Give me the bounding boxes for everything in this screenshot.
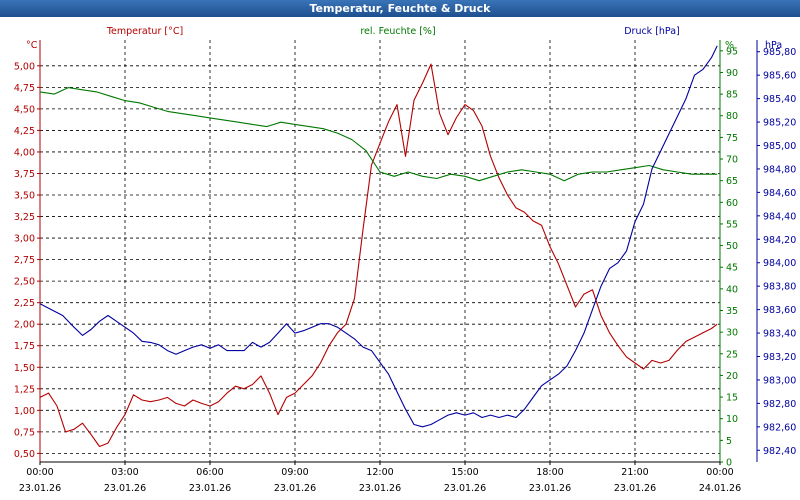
humidity-tick-label: 95 xyxy=(726,46,738,57)
humidity-tick-label: 75 xyxy=(726,133,738,144)
temperature-tick-label: 4,25 xyxy=(14,126,35,137)
temperature-tick-label: 3,50 xyxy=(14,191,35,202)
humidity-tick-label: 0 xyxy=(726,458,732,469)
temperature-series-line xyxy=(39,63,718,448)
date-tick-label: 23.01.26 xyxy=(444,483,486,494)
humidity-tick-label: 55 xyxy=(726,219,738,230)
grid-lines xyxy=(40,40,720,462)
humidity-tick-label: 10 xyxy=(726,414,738,425)
time-tick-label: 00:00 xyxy=(706,467,733,478)
legend-temperature: Temperatur [°C] xyxy=(106,26,183,37)
date-tick-label: 24.01.26 xyxy=(699,483,741,494)
date-tick-label: 23.01.26 xyxy=(104,483,146,494)
temperature-axis-ticks: 0,50 0,75 1,00 1,25 1,50 1,75 2,00 2,25 2,50 2,75… xyxy=(14,61,40,460)
humidity-tick-label: 30 xyxy=(726,328,738,339)
pressure-series-line xyxy=(39,45,718,428)
pressure-unit-label: hPa xyxy=(765,40,782,51)
temperature-tick-label: 2,75 xyxy=(14,255,35,266)
humidity-tick-label: 40 xyxy=(726,284,738,295)
humidity-tick-label: 45 xyxy=(726,263,738,274)
temperature-tick-label: 3,75 xyxy=(14,169,35,180)
pressure-tick-label: 985,80 xyxy=(763,47,796,58)
pressure-tick-label: 985,20 xyxy=(763,118,796,129)
series-lines xyxy=(39,45,718,448)
pressure-tick-label: 983,00 xyxy=(763,375,796,386)
time-tick-label: 21:00 xyxy=(621,467,648,478)
pressure-tick-label: 982,80 xyxy=(763,399,796,410)
humidity-tick-label: 25 xyxy=(726,349,738,360)
pressure-tick-label: 984,60 xyxy=(763,188,796,199)
pressure-tick-label: 982,60 xyxy=(763,422,796,433)
pressure-tick-label: 982,40 xyxy=(763,446,796,457)
legend-humidity: rel. Feuchte [%] xyxy=(360,26,435,37)
humidity-tick-label: 15 xyxy=(726,393,738,404)
pressure-tick-label: 983,20 xyxy=(763,352,796,363)
pressure-tick-label: 983,40 xyxy=(763,329,796,340)
humidity-tick-label: 80 xyxy=(726,111,738,122)
pressure-tick-label: 984,00 xyxy=(763,258,796,269)
pressure-axis-ticks: 982,40 982,60 982,80 983,00 983,20 983,40 983,… xyxy=(757,47,796,457)
temperature-tick-label: 1,75 xyxy=(14,341,35,352)
time-tick-label: 12:00 xyxy=(366,467,393,478)
axis-lines xyxy=(39,40,758,463)
time-tick-label: 03:00 xyxy=(111,467,138,478)
temperature-tick-label: 1,00 xyxy=(14,406,35,417)
date-tick-label: 23.01.26 xyxy=(359,483,401,494)
pressure-tick-label: 985,40 xyxy=(763,94,796,105)
pressure-tick-label: 984,20 xyxy=(763,235,796,246)
temperature-tick-label: 0,75 xyxy=(14,427,35,438)
chart-area: 0,50 0,75 1,00 1,25 1,50 1,75 2,00 2,25 2,50 2,75… xyxy=(14,26,796,494)
humidity-tick-label: 65 xyxy=(726,176,738,187)
legend-pressure: Druck [hPa] xyxy=(624,26,680,37)
humidity-series-line xyxy=(39,87,718,182)
temperature-tick-label: 3,25 xyxy=(14,212,35,223)
temperature-tick-label: 4,50 xyxy=(14,104,35,115)
temperature-tick-label: 5,00 xyxy=(14,61,35,72)
date-tick-label: 23.01.26 xyxy=(614,483,656,494)
humidity-tick-label: 90 xyxy=(726,68,738,79)
temperature-tick-label: 0,50 xyxy=(14,449,35,460)
time-tick-label: 15:00 xyxy=(451,467,478,478)
temperature-tick-label: 2,00 xyxy=(14,320,35,331)
time-tick-label: 09:00 xyxy=(281,467,308,478)
time-tick-label: 00:00 xyxy=(26,467,53,478)
temperature-tick-label: 4,00 xyxy=(14,147,35,158)
pressure-tick-label: 985,00 xyxy=(763,141,796,152)
time-tick-label: 06:00 xyxy=(196,467,223,478)
pressure-tick-label: 983,80 xyxy=(763,282,796,293)
pressure-tick-label: 984,40 xyxy=(763,211,796,222)
pressure-tick-label: 983,60 xyxy=(763,305,796,316)
temperature-tick-label: 1,25 xyxy=(14,384,35,395)
temperature-tick-label: 2,50 xyxy=(14,277,35,288)
temperature-tick-label: 3,00 xyxy=(14,234,35,245)
chart-window-title: Temperatur, Feuchte & Druck xyxy=(0,0,800,17)
temperature-tick-label: 4,75 xyxy=(14,83,35,94)
date-tick-label: 23.01.26 xyxy=(19,483,61,494)
pressure-tick-label: 985,60 xyxy=(763,71,796,82)
date-tick-label: 23.01.26 xyxy=(189,483,231,494)
temperature-tick-label: 2,25 xyxy=(14,298,35,309)
humidity-tick-label: 5 xyxy=(726,436,732,447)
humidity-tick-label: 85 xyxy=(726,90,738,101)
humidity-tick-label: 20 xyxy=(726,371,738,382)
humidity-tick-label: 70 xyxy=(726,155,738,166)
time-axis-ticks: 00:00 23.01.26 03:00 23.01.26 06:00 23.01.26 0… xyxy=(19,462,741,494)
humidity-tick-label: 60 xyxy=(726,198,738,209)
time-tick-label: 18:00 xyxy=(536,467,563,478)
date-tick-label: 23.01.26 xyxy=(274,483,316,494)
humidity-unit-label: % xyxy=(725,40,734,51)
humidity-tick-label: 35 xyxy=(726,306,738,317)
humidity-axis-ticks: 0 5 10 15 20 25 30 35 40 45 50 55 60 65 70 75 80 85 90 95 xyxy=(720,46,738,469)
temperature-unit-label: °C xyxy=(26,40,38,51)
humidity-tick-label: 50 xyxy=(726,241,738,252)
date-tick-label: 23.01.26 xyxy=(529,483,571,494)
temperature-tick-label: 1,50 xyxy=(14,363,35,374)
pressure-tick-label: 984,80 xyxy=(763,164,796,175)
